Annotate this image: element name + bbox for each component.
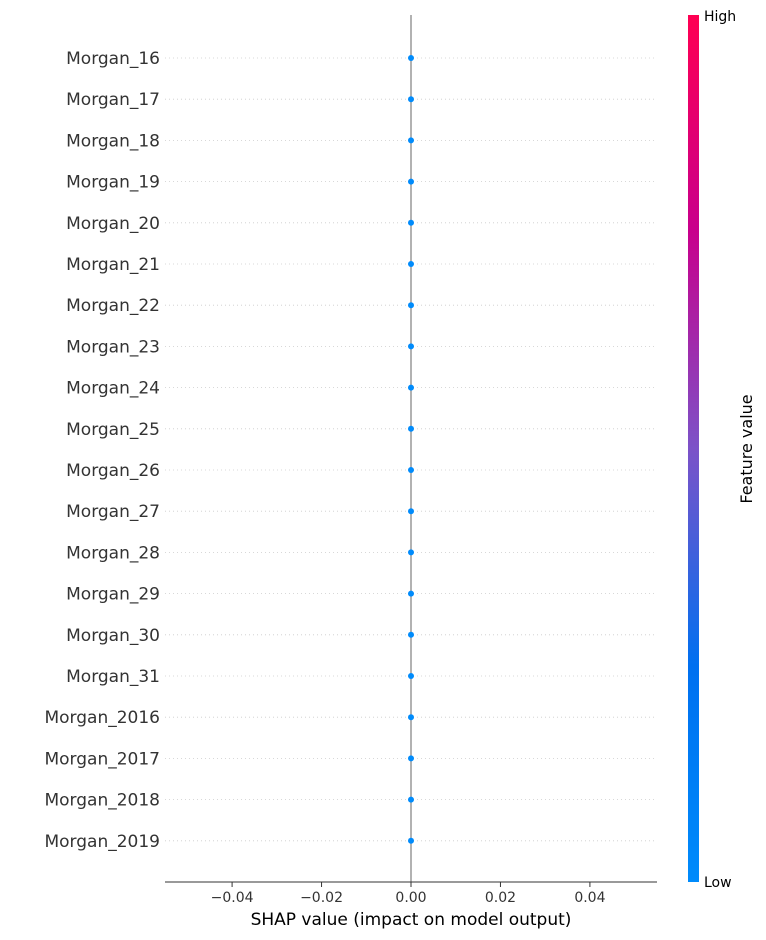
colorbar-gradient xyxy=(688,15,699,882)
shap-point xyxy=(408,467,414,473)
feature-label: Morgan_21 xyxy=(66,255,160,275)
feature-label: Morgan_2017 xyxy=(44,749,160,769)
shap-point xyxy=(408,178,414,185)
shap-point xyxy=(408,549,414,556)
x-tick-label: 0.00 xyxy=(395,890,426,906)
feature-label: Morgan_20 xyxy=(66,214,160,234)
feature-label: Morgan_18 xyxy=(66,131,160,151)
shap-point xyxy=(408,714,414,721)
feature-label: Morgan_23 xyxy=(66,337,160,357)
x-axis: −0.04 −0.02 0.00 0.02 0.04 SHAP value (impac… xyxy=(165,881,657,930)
shap-point xyxy=(408,796,414,803)
feature-labels: Morgan_16 Morgan_17 Morgan_18 Morgan_19 Morg… xyxy=(44,49,160,852)
colorbar-low-label: Low xyxy=(704,875,732,891)
shap-point xyxy=(408,96,414,103)
feature-label: Morgan_25 xyxy=(66,420,160,440)
x-tick-label: 0.04 xyxy=(574,890,605,906)
data-points xyxy=(408,55,414,844)
feature-label: Morgan_22 xyxy=(66,296,160,316)
shap-point xyxy=(408,219,414,226)
feature-label: Morgan_24 xyxy=(66,379,160,399)
shap-point xyxy=(408,384,414,391)
shap-point xyxy=(408,261,414,267)
shap-point xyxy=(408,302,414,309)
shap-point xyxy=(408,590,414,597)
feature-label: Morgan_28 xyxy=(66,543,160,563)
x-axis-title: SHAP value (impact on model output) xyxy=(251,910,572,930)
feature-label: Morgan_19 xyxy=(66,173,160,193)
shap-point xyxy=(408,137,414,144)
feature-label: Morgan_16 xyxy=(66,49,160,69)
x-tick-label: 0.02 xyxy=(485,890,516,906)
feature-label: Morgan_2018 xyxy=(44,791,160,811)
shap-point xyxy=(408,55,414,61)
feature-label: Morgan_26 xyxy=(66,461,160,481)
feature-label: Morgan_27 xyxy=(66,502,160,522)
feature-label: Morgan_17 xyxy=(66,90,160,110)
feature-label: Morgan_29 xyxy=(66,585,160,605)
colorbar: High Low Feature value xyxy=(688,9,756,891)
feature-label: Morgan_2016 xyxy=(44,708,160,728)
shap-point xyxy=(408,343,414,350)
shap-point xyxy=(408,425,414,432)
shap-point xyxy=(408,755,414,762)
shap-point xyxy=(408,673,414,679)
shap-point xyxy=(408,508,414,515)
colorbar-title: Feature value xyxy=(737,394,756,503)
feature-label: Morgan_2019 xyxy=(44,832,160,852)
feature-label: Morgan_30 xyxy=(66,626,160,646)
x-tick-label: −0.04 xyxy=(211,890,254,906)
shap-point xyxy=(408,837,414,844)
feature-label: Morgan_31 xyxy=(66,667,160,687)
x-tick-label: −0.02 xyxy=(300,890,343,906)
x-ticks: −0.04 −0.02 0.00 0.02 0.04 xyxy=(211,882,606,906)
shap-point xyxy=(408,631,414,638)
colorbar-high-label: High xyxy=(704,9,736,25)
